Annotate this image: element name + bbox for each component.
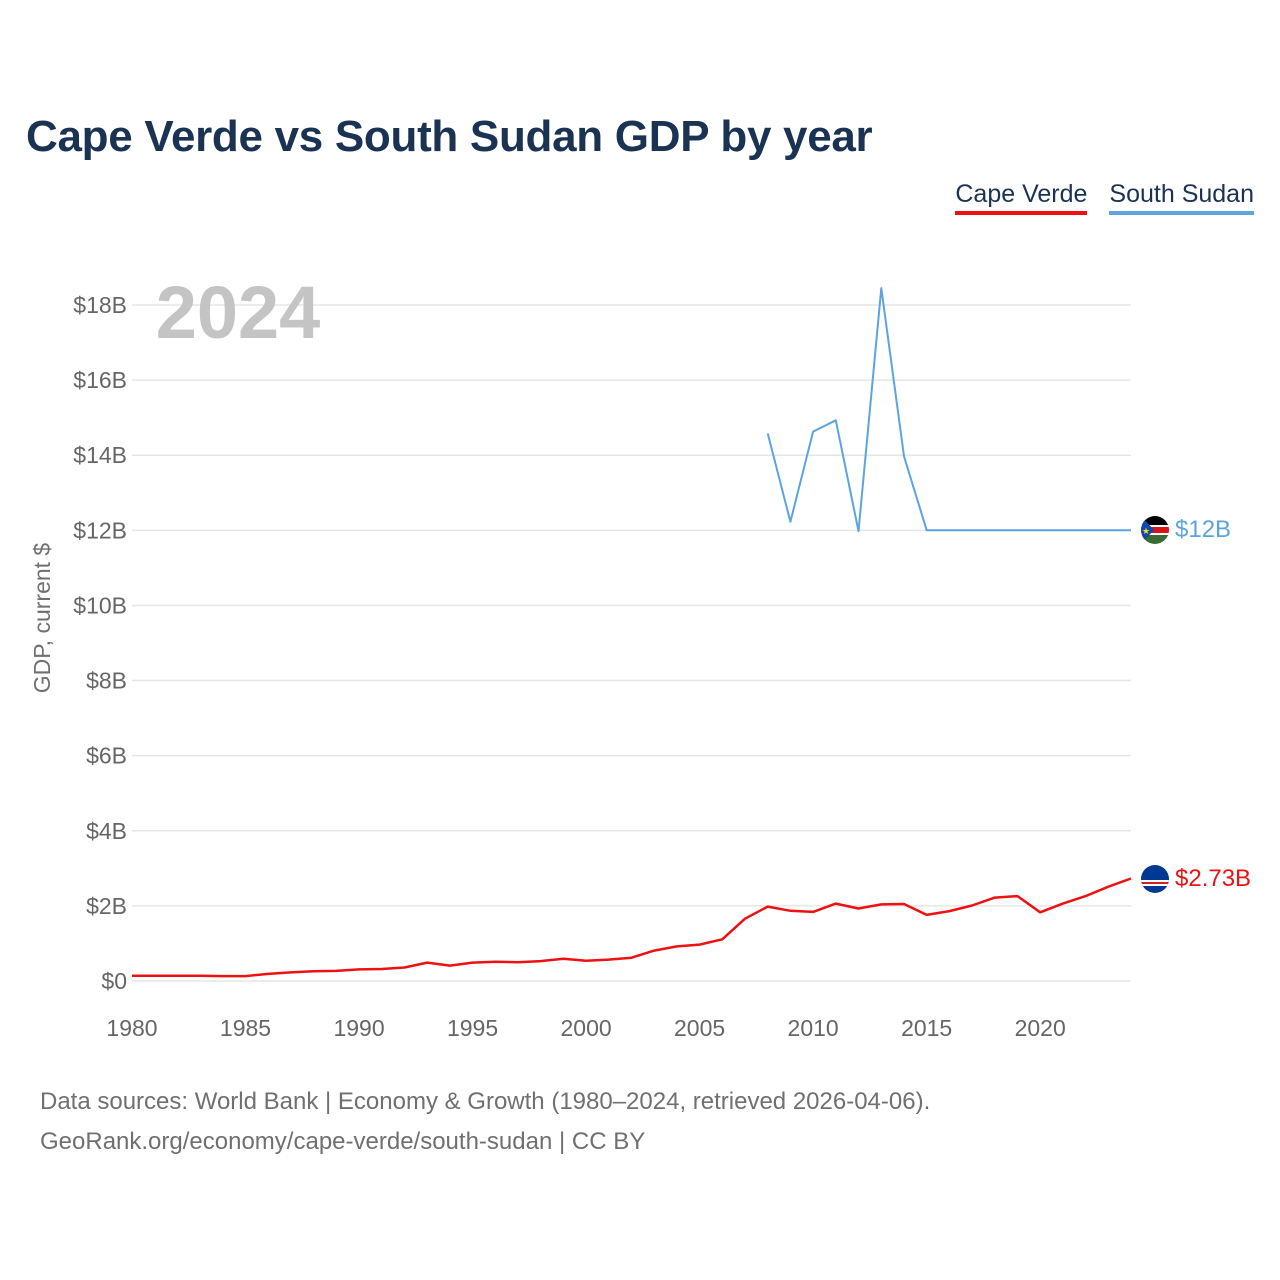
y-axis-ticks: $0 $2B $4B $6B $8B $10B $12B $14B $16B $18B (73, 292, 127, 994)
y-tick-label: $16B (73, 367, 127, 393)
x-tick-label: 2015 (901, 1015, 952, 1041)
series-line-south-sudan (766, 287, 1131, 533)
x-tick-label: 1980 (106, 1015, 157, 1041)
x-tick-label: 1995 (447, 1015, 498, 1041)
y-tick-label: $12B (73, 517, 127, 543)
chart-title: Cape Verde vs South Sudan GDP by year (26, 112, 873, 161)
gridlines (132, 304, 1131, 982)
south-sudan-end-label: $12B (1175, 516, 1231, 543)
current-year-label: 2024 (156, 271, 321, 354)
y-axis-label: GDP, current $ (29, 543, 55, 694)
footer-sources: Data sources: World Bank | Economy & Gro… (40, 1088, 931, 1115)
y-tick-label: $10B (73, 592, 127, 618)
series-lines (132, 287, 1132, 978)
x-axis-ticks: 1980 1985 1990 1995 2000 2005 2010 2015 2020 (106, 1015, 1065, 1041)
svg-text:★: ★ (1142, 527, 1150, 537)
x-tick-label: 2020 (1015, 1015, 1066, 1041)
legend-item-cape-verde[interactable]: Cape Verde (955, 180, 1088, 215)
x-tick-label: 1990 (333, 1015, 384, 1041)
y-tick-label: $14B (73, 442, 127, 468)
y-tick-label: $18B (73, 292, 127, 318)
x-tick-label: 2010 (788, 1015, 839, 1041)
x-tick-label: 2005 (674, 1015, 725, 1041)
footer-link[interactable]: GeoRank.org/economy/cape-verde/south-sud… (40, 1128, 646, 1155)
y-tick-label: $0 (101, 968, 127, 994)
x-tick-label: 2000 (561, 1015, 612, 1041)
cape-verde-end-label: $2.73B (1175, 865, 1251, 892)
y-tick-label: $6B (86, 743, 127, 769)
legend: Cape Verde South Sudan (955, 180, 1254, 215)
y-tick-label: $4B (86, 818, 127, 844)
legend-item-south-sudan[interactable]: South Sudan (1109, 180, 1254, 215)
y-tick-label: $2B (86, 893, 127, 919)
x-tick-label: 1985 (220, 1015, 271, 1041)
series-line-cape-verde (132, 877, 1132, 978)
cape-verde-flag-icon (1141, 865, 1169, 893)
footer: Data sources: World Bank | Economy & Gro… (40, 1082, 930, 1162)
south-sudan-flag-icon: ★ (1141, 516, 1169, 544)
y-tick-label: $8B (86, 668, 127, 694)
